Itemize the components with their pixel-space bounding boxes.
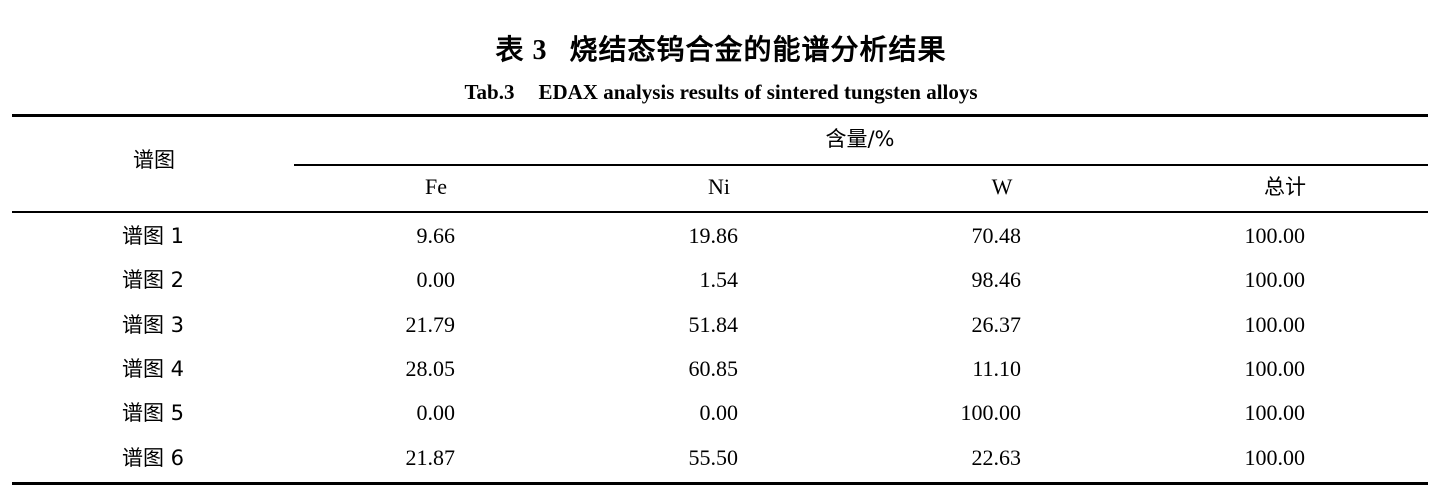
group-header-cell: 含量/% [825,127,895,151]
value-cell-total: 100.00 [1244,400,1306,425]
value-cell-fe: 21.87 [405,445,456,470]
value-cell-total: 100.00 [1244,267,1306,292]
table-title-cn: 表 3 烧结态钨合金的能谱分析结果 [0,30,1442,71]
value-cell-fe: 9.66 [416,223,456,248]
value-cell-ni: 19.86 [688,223,739,248]
value-cell-ni: 60.85 [688,356,739,381]
value-cell-ni: 51.84 [688,312,739,337]
table-bottom-rule [12,482,1428,485]
value-cell-ni: 1.54 [699,267,739,292]
row-label-cell: 谱图 1 [122,224,185,248]
column-header-ni: Ni [708,174,730,199]
value-cell-ni: 55.50 [688,445,739,470]
value-cell-total: 100.00 [1244,445,1306,470]
value-cell-w: 70.48 [971,223,1022,248]
table-title-en: Tab.3 EDAX analysis results of sintered t… [0,78,1442,106]
value-cell-w: 22.63 [971,445,1022,470]
value-cell-w: 11.10 [972,356,1021,381]
row-label-cell: 谱图 5 [122,401,185,425]
table-number-cn: 表 3 [495,35,548,66]
table-top-rule [12,114,1428,117]
column-header-fe: Fe [425,174,447,199]
table-caption-cn: 烧结态钨合金的能谱分析结果 [569,33,947,66]
value-cell-fe: 0.00 [416,400,456,425]
row-label-cell: 谱图 6 [122,446,185,470]
row-header-cell: 谱图 [133,148,175,172]
value-cell-fe: 0.00 [416,267,456,292]
value-cell-fe: 28.05 [405,356,456,381]
value-cell-ni: 0.00 [699,400,739,425]
column-header-w: W [991,174,1013,199]
value-cell-total: 100.00 [1244,312,1306,337]
value-cell-w: 26.37 [971,312,1022,337]
group-header-rule [294,164,1428,166]
header-bottom-rule [12,211,1428,213]
row-label-cell: 谱图 3 [122,313,185,337]
value-cell-w: 100.00 [960,400,1022,425]
value-cell-total: 100.00 [1244,223,1306,248]
table-caption-en: EDAX analysis results of sintered tungst… [538,80,978,104]
row-label-cell: 谱图 2 [122,268,185,292]
value-cell-w: 98.46 [971,267,1022,292]
value-cell-total: 100.00 [1244,356,1306,381]
column-header-total: 总计 [1264,175,1306,199]
value-cell-fe: 21.79 [405,312,456,337]
table-number-en: Tab.3 [464,80,515,104]
row-label-cell: 谱图 4 [122,357,185,381]
